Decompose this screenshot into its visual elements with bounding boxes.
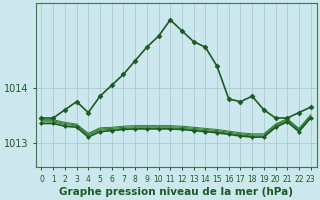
X-axis label: Graphe pression niveau de la mer (hPa): Graphe pression niveau de la mer (hPa) (59, 187, 293, 197)
